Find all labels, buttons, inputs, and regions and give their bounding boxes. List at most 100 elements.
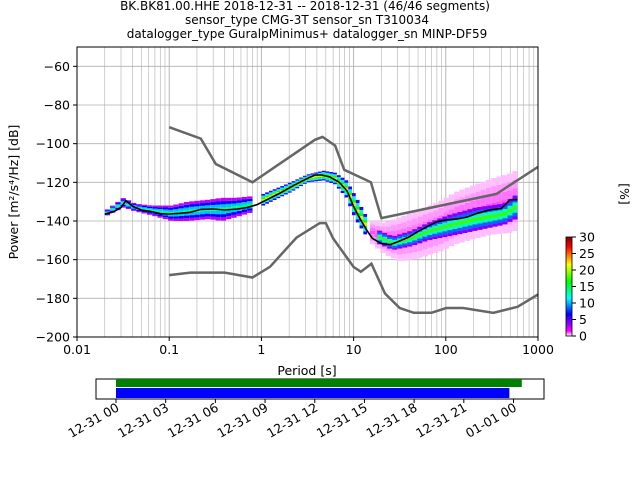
pdf-cell — [433, 238, 439, 246]
pdf-cell — [146, 206, 153, 209]
pdf-cell — [443, 241, 449, 249]
title-line-3: datalogger_type GuralpMinimus+ datalogge… — [127, 27, 488, 41]
colorbar-tick-label: 25 — [579, 246, 595, 261]
pdf-cell — [115, 203, 121, 205]
pdf-cell — [432, 236, 438, 240]
pdf-cell — [168, 218, 174, 221]
timeline-tick-label: 12-31 09 — [214, 400, 270, 441]
pdf-cell — [472, 207, 478, 212]
pdf-cell — [110, 208, 116, 210]
pdf-cell — [351, 208, 356, 213]
pdf-cell — [194, 203, 200, 207]
pdf-cell — [417, 209, 423, 217]
pdf-cell — [485, 227, 492, 236]
pdf-cell — [397, 242, 403, 245]
pdf-cell — [284, 191, 288, 194]
pdf-cell — [485, 187, 492, 196]
pdf-cell — [412, 240, 418, 243]
x-tick-label: 0.1 — [159, 342, 179, 357]
pdf-cell — [333, 174, 337, 176]
y-axis-label: Power [m²/s⁴/Hz] [dB] — [6, 125, 21, 260]
pdf-cell — [472, 214, 478, 218]
pdf-cell — [392, 235, 398, 238]
pdf-cell — [392, 247, 398, 250]
pdf-cell — [454, 236, 460, 244]
pdf-cell — [402, 232, 408, 235]
pdf-cell — [387, 238, 393, 241]
pdf-cell — [291, 182, 296, 184]
pdf-cell — [268, 193, 273, 196]
pdf-cell — [162, 209, 169, 212]
pdf-cell — [401, 222, 407, 229]
pdf-cell — [402, 241, 408, 244]
pdf-cell — [487, 218, 493, 222]
pdf-cell — [272, 196, 277, 199]
pdf-cell — [506, 173, 513, 183]
pdf-cell — [189, 215, 195, 218]
pdf-cell — [120, 202, 126, 204]
pdf-cell — [141, 208, 147, 210]
pdf-cell — [452, 225, 458, 229]
pdf-cell — [261, 197, 266, 199]
pdf-cell — [168, 216, 174, 219]
pdf-cell — [348, 203, 352, 207]
pdf-cell — [220, 204, 227, 208]
pdf-cell — [417, 216, 423, 224]
pdf-cell — [387, 235, 393, 238]
pdf-cell — [236, 213, 242, 217]
y-tick-label: −160 — [36, 252, 70, 267]
y-tick-label: −100 — [36, 136, 70, 151]
pdf-cell — [276, 187, 281, 190]
pdf-cell — [120, 206, 126, 208]
pdf-cell — [152, 210, 158, 212]
pdf-cell — [183, 218, 190, 221]
pdf-cell — [363, 228, 368, 232]
pdf-cell — [470, 185, 476, 194]
pdf-cell — [241, 212, 248, 215]
pdf-cell — [247, 203, 253, 206]
pdf-cell — [162, 205, 169, 208]
pdf-cell — [501, 225, 507, 234]
pdf-cell — [268, 190, 273, 193]
pdf-cell — [336, 182, 341, 185]
pdf-cell — [472, 227, 478, 231]
pdf-cell — [351, 193, 356, 197]
pdf-cell — [325, 180, 330, 182]
pdf-cell — [412, 225, 418, 232]
pdf-cell — [344, 182, 349, 186]
pdf-cell — [199, 203, 205, 206]
pdf-cell — [136, 206, 142, 208]
pdf-cell — [432, 225, 438, 229]
pdf-cell — [348, 189, 352, 193]
pdf-cell — [291, 183, 296, 186]
pdf-cell — [178, 205, 184, 209]
pdf-cell — [433, 210, 439, 218]
pdf-cell — [477, 206, 483, 211]
pdf-cell — [457, 230, 463, 235]
pdf-cell — [136, 209, 142, 212]
pdf-cell — [344, 190, 349, 193]
pdf-cell — [318, 172, 322, 175]
pdf-cell — [321, 170, 326, 173]
pdf-cell — [284, 193, 288, 195]
timeline-tick-label: 12-31 21 — [413, 400, 469, 441]
pdf-cell — [412, 218, 418, 226]
pdf-cell — [497, 216, 503, 220]
pdf-cell — [487, 205, 493, 209]
pdf-cell — [302, 175, 307, 177]
pdf-cell — [318, 178, 322, 180]
pdf-cell — [512, 195, 518, 200]
pdf-cell — [396, 217, 402, 224]
pdf-cell — [131, 207, 137, 209]
pdf-cell — [359, 213, 364, 217]
pdf-cell — [407, 242, 413, 245]
pdf-cell — [355, 199, 360, 204]
pdf-cell — [363, 222, 368, 226]
pdf-cell — [437, 229, 443, 233]
pdf-cell — [204, 213, 211, 217]
pdf-cell — [168, 209, 174, 213]
pdf-cell — [333, 182, 337, 185]
pdf-cell — [359, 216, 364, 220]
pdf-cell — [497, 219, 503, 223]
pdf-cell — [417, 240, 423, 244]
